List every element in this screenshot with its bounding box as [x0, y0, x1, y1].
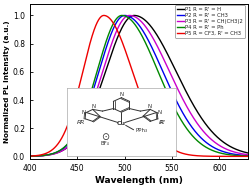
X-axis label: Wavelength (nm): Wavelength (nm)	[95, 176, 183, 185]
Y-axis label: Normalized PL Intensity (a.u.): Normalized PL Intensity (a.u.)	[4, 20, 10, 143]
Legend: P1 R = R' = H, P2 R = R' = CH3, P3 R = R' = CH(CH3)2, P4 R = R' = Ph, P5 R = CF3: P1 R = R' = H, P2 R = R' = CH3, P3 R = R…	[175, 5, 245, 38]
